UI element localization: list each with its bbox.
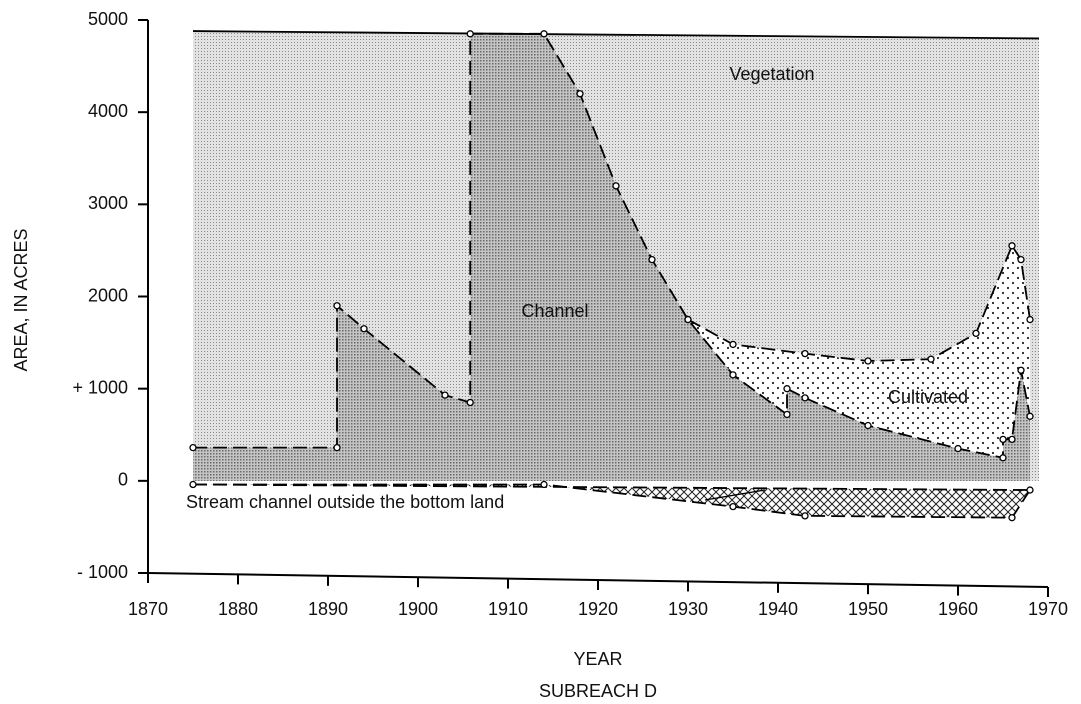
- y-axis-label: AREA, IN ACRES: [11, 228, 31, 371]
- region-label: Vegetation: [729, 64, 814, 84]
- region-label: Channel: [521, 301, 588, 321]
- data-point: [189, 444, 197, 452]
- boundary-line: [193, 483, 1031, 519]
- data-point: [1008, 242, 1016, 250]
- region-label: Stream channel outside the bottom land: [186, 492, 504, 512]
- x-tick-label: 1890: [308, 599, 348, 619]
- data-point: [189, 480, 197, 489]
- data-point: [1026, 486, 1034, 494]
- x-tick-label: 1950: [848, 599, 888, 619]
- data-point: [441, 391, 449, 399]
- x-axis-label: YEAR: [573, 649, 622, 669]
- data-point: [684, 315, 692, 324]
- x-tick-label: 1870: [128, 599, 168, 619]
- y-tick-label: 5000: [88, 9, 128, 29]
- data-point: [612, 182, 620, 190]
- data-point: [972, 329, 980, 338]
- data-point: [999, 435, 1007, 444]
- data-point: [333, 302, 341, 310]
- area-fill: [193, 33, 1030, 481]
- x-tick-label: 1880: [218, 599, 258, 619]
- x-tick-label: 1960: [938, 599, 978, 619]
- leader-line: [704, 489, 766, 501]
- data-point: [801, 394, 809, 402]
- data-point: [540, 480, 548, 489]
- y-tick-label: 4000: [88, 101, 128, 121]
- data-point: [333, 444, 341, 452]
- data-point: [729, 502, 737, 511]
- boundary-line: [193, 32, 1031, 459]
- data-point: [801, 512, 809, 520]
- x-tick-label: 1940: [758, 599, 798, 619]
- data-point: [729, 340, 737, 349]
- data-point: [1017, 255, 1025, 264]
- data-point: [360, 325, 368, 333]
- data-point: [999, 454, 1007, 462]
- data-point: [466, 398, 474, 407]
- x-tick-label: 1930: [668, 599, 708, 619]
- y-tick-label: 2000: [88, 285, 128, 305]
- data-point: [954, 444, 962, 453]
- data-point: [466, 30, 474, 38]
- data-point: [783, 385, 791, 393]
- data-point: [1008, 435, 1016, 444]
- data-point: [864, 421, 872, 430]
- data-point: [783, 410, 791, 419]
- boundary-line: [192, 30, 1040, 40]
- data-point: [801, 349, 809, 358]
- data-point: [1026, 315, 1034, 324]
- region-label: Cultivated: [888, 387, 968, 407]
- y-tick-label: 0: [118, 470, 128, 490]
- data-point: [1017, 366, 1025, 374]
- data-point: [576, 90, 584, 98]
- data-point: [927, 355, 935, 363]
- data-point: [1008, 514, 1016, 522]
- data-point: [864, 357, 872, 365]
- y-tick-label: - 1000: [77, 562, 128, 582]
- area-fill: [193, 484, 1030, 518]
- data-point: [729, 371, 737, 379]
- subtitle: SUBREACH D: [539, 681, 657, 701]
- y-tick-label: 3000: [88, 193, 128, 213]
- data-point: [540, 30, 548, 38]
- data-point: [1026, 412, 1034, 420]
- data-point: [648, 255, 656, 264]
- x-tick-label: 1920: [578, 599, 618, 619]
- x-tick-label: 1970: [1028, 599, 1068, 619]
- x-tick-label: 1900: [398, 599, 438, 619]
- y-tick-label: + 1000: [72, 377, 128, 397]
- x-tick-label: 1910: [488, 599, 528, 619]
